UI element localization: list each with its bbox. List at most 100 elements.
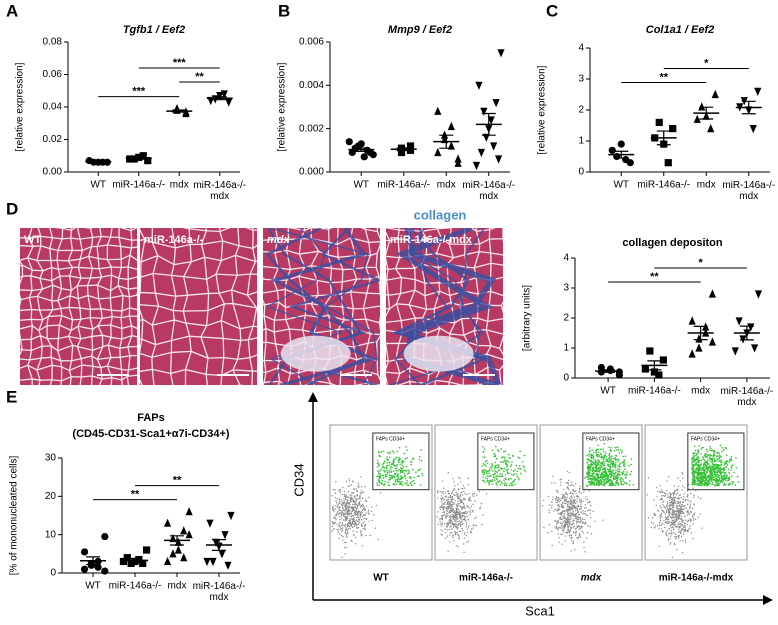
event-gated — [603, 457, 606, 459]
event — [444, 501, 446, 504]
event-gated — [715, 483, 717, 486]
event — [343, 509, 345, 512]
event — [562, 526, 564, 528]
event — [358, 484, 360, 486]
event-gated — [606, 476, 609, 479]
event-gated — [609, 479, 612, 481]
event — [561, 511, 563, 514]
event — [456, 494, 458, 496]
cell-border — [57, 295, 71, 302]
event — [677, 531, 680, 533]
event-gated — [624, 474, 626, 476]
cell-border — [140, 379, 144, 385]
event-gated — [399, 482, 402, 485]
event — [459, 512, 462, 515]
event-gated — [517, 456, 520, 458]
cell-border — [77, 325, 93, 330]
cell-border — [220, 303, 225, 321]
event — [561, 543, 563, 545]
event — [341, 504, 344, 506]
event — [465, 525, 468, 528]
event-gated — [482, 473, 484, 476]
event — [684, 499, 687, 502]
event — [469, 496, 471, 499]
cell-border — [32, 378, 41, 381]
event — [566, 486, 569, 488]
event — [364, 525, 366, 528]
event — [452, 518, 455, 520]
event — [571, 506, 573, 508]
event — [577, 524, 579, 527]
cell-border — [20, 260, 23, 266]
event-gated — [397, 476, 399, 478]
event — [350, 496, 352, 498]
event — [676, 500, 678, 503]
event — [677, 516, 680, 518]
event — [668, 492, 671, 494]
cell-border — [41, 356, 52, 359]
event — [688, 513, 691, 516]
event — [341, 529, 344, 531]
event-gated — [605, 479, 608, 481]
event — [339, 521, 341, 524]
fibrotic-area — [280, 335, 351, 372]
event — [585, 507, 587, 509]
event-gated — [379, 475, 382, 477]
cell-border — [251, 228, 254, 231]
cell-border — [118, 267, 122, 279]
event — [440, 498, 443, 500]
event — [573, 506, 575, 508]
event — [331, 530, 333, 532]
event-gated — [606, 468, 609, 471]
event — [451, 508, 453, 511]
cell-border — [127, 345, 137, 348]
event — [563, 525, 566, 527]
event — [444, 514, 446, 516]
event — [654, 525, 656, 527]
event — [580, 501, 583, 503]
event — [357, 516, 359, 518]
event-gated — [614, 446, 616, 449]
event-gated — [603, 462, 605, 465]
event — [347, 510, 350, 513]
event-gated — [630, 470, 633, 473]
cell-border — [51, 379, 62, 382]
event-gated — [386, 461, 388, 464]
event-gated — [377, 451, 380, 453]
event — [452, 515, 455, 517]
cell-border — [100, 218, 102, 226]
event — [671, 501, 673, 503]
event — [437, 490, 439, 492]
cell-border — [57, 325, 61, 339]
event-gated — [619, 466, 621, 468]
cell-border — [38, 380, 41, 385]
event — [456, 511, 458, 513]
event — [355, 519, 357, 522]
event — [577, 510, 579, 513]
cell-border — [27, 365, 33, 380]
event-gated — [493, 467, 496, 470]
cell-border — [395, 386, 399, 394]
cell-border — [386, 371, 400, 375]
event — [676, 519, 678, 522]
event — [580, 506, 583, 508]
event — [448, 519, 451, 521]
collagen-fiber — [389, 228, 481, 385]
event — [345, 480, 348, 483]
event — [676, 548, 678, 551]
event — [674, 502, 676, 504]
event-gated — [715, 459, 718, 462]
event — [576, 537, 578, 539]
event — [357, 521, 360, 523]
event-gated — [620, 477, 622, 480]
event-gated — [400, 466, 402, 469]
event — [362, 514, 365, 516]
event-gated — [596, 455, 599, 458]
event-gated — [386, 456, 388, 458]
event — [451, 528, 453, 531]
event — [463, 511, 465, 514]
cell-border — [30, 275, 41, 279]
event-gated — [391, 463, 393, 466]
event — [673, 543, 676, 546]
cell-border — [61, 376, 72, 382]
